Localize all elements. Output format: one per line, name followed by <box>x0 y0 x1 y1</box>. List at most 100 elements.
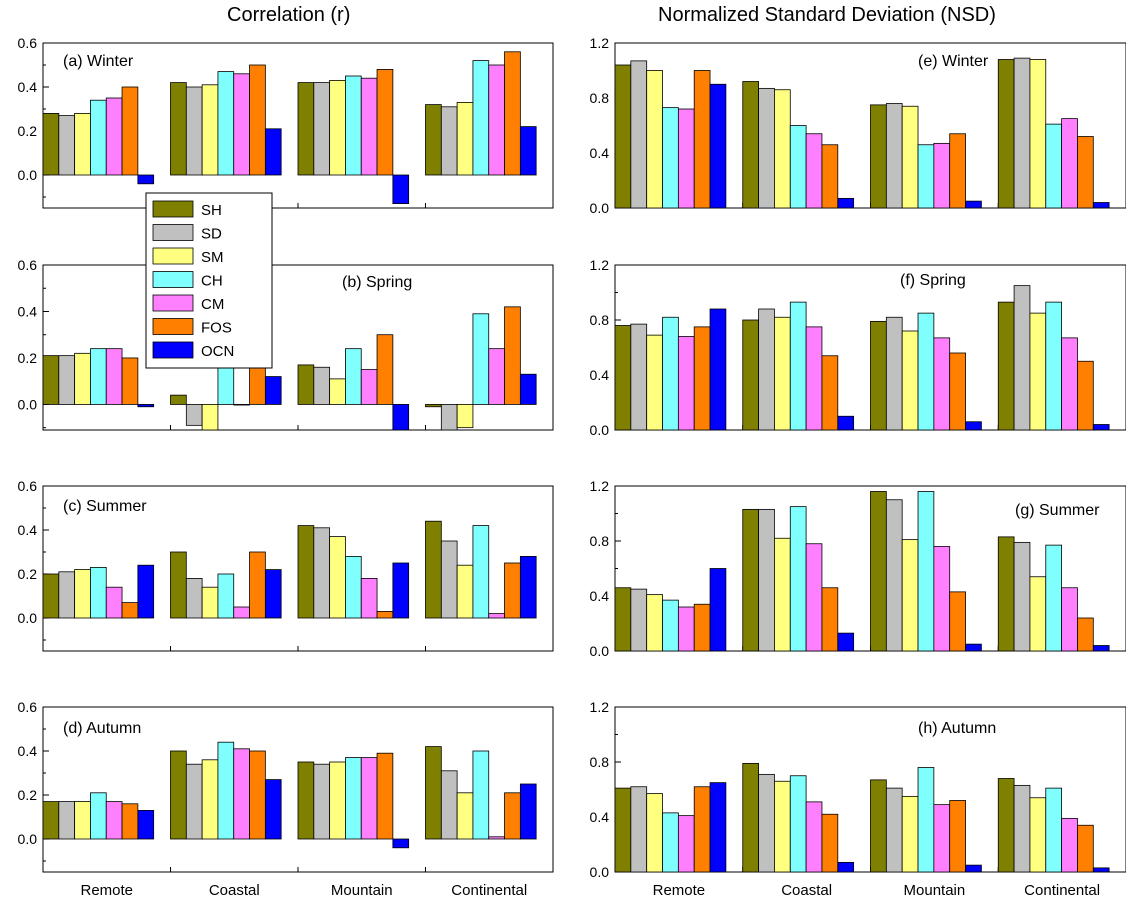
bar-sm <box>901 795 919 873</box>
bar-sh <box>870 104 887 209</box>
bar-sm <box>646 594 663 652</box>
bar-sh <box>614 64 632 209</box>
bar-sm <box>774 537 791 652</box>
bar-sm <box>774 780 791 873</box>
bar-ocn <box>709 83 727 209</box>
bar-fos <box>504 792 521 840</box>
y-tick-label: 0.8 <box>590 90 610 106</box>
panel-label: (e) Winter <box>918 53 989 70</box>
chart-panel: 0.0 0.4 0.8 1.2 (h) Autumn Remote Coastal Mount… <box>590 699 1126 899</box>
legend-swatch-cm <box>152 294 194 312</box>
bar-sd <box>313 527 331 619</box>
bar-ocn <box>1092 202 1110 209</box>
y-tick-label: 0.4 <box>590 809 610 825</box>
bar-sm <box>456 102 474 176</box>
bar-sh <box>297 525 315 619</box>
bar-fos <box>949 591 966 652</box>
y-tick-label: 0.6 <box>18 699 38 715</box>
bar-fos <box>1077 824 1094 873</box>
bar-ocn <box>392 838 410 849</box>
bar-sh <box>870 779 887 873</box>
bar-ocn <box>837 197 855 209</box>
bar-sd <box>313 366 331 405</box>
bar-sm <box>456 792 474 840</box>
bar-sm <box>1029 312 1047 431</box>
bar-fos <box>1077 360 1094 431</box>
x-category-label: Continental <box>1024 882 1100 899</box>
bar-ch <box>789 775 807 873</box>
bar-sd <box>185 763 203 840</box>
bar-fos <box>693 326 711 431</box>
y-tick-label: 0.2 <box>18 350 38 366</box>
bar-ocn <box>264 779 282 840</box>
bar-ocn <box>392 562 410 619</box>
panel-label: (a) Winter <box>63 53 134 70</box>
bar-fos <box>249 551 266 619</box>
bar-sm <box>201 404 219 431</box>
y-tick-label: 0.2 <box>18 787 38 803</box>
bar-ch <box>662 107 679 209</box>
bar-sd <box>185 578 203 619</box>
y-tick-label: 0.4 <box>590 588 610 604</box>
bar-ocn <box>709 308 727 431</box>
bar-sh <box>614 587 632 652</box>
bar-cm <box>1061 587 1078 652</box>
bar-sd <box>58 571 76 619</box>
bar-sm <box>646 334 663 431</box>
legend-label-sm: SM <box>201 249 224 266</box>
bar-ch <box>662 316 679 431</box>
legend-label-ocn: OCN <box>201 343 234 360</box>
legend-swatch-ocn <box>152 341 194 359</box>
bar-ch <box>917 312 935 431</box>
x-category-label: Continental <box>451 882 527 899</box>
panel-label: (c) Summer <box>63 498 147 515</box>
bar-cm <box>360 369 378 405</box>
chart-panel: 0.0 0.2 0.4 0.6 (b) Spring <box>18 257 554 431</box>
legend-label-ch: CH <box>201 273 223 290</box>
x-category-label: Mountain <box>904 882 966 899</box>
bar-sd <box>885 103 903 209</box>
legend-label-fos: FOS <box>201 320 232 337</box>
bar-sm <box>329 80 346 176</box>
bar-sm <box>201 759 219 840</box>
bar-sh <box>42 573 60 619</box>
chart-panel: 0.0 0.4 0.8 1.2 (f) Spring <box>590 257 1126 438</box>
bar-sh <box>170 82 187 176</box>
bar-ocn <box>965 200 982 209</box>
y-tick-label: 0.4 <box>18 522 38 538</box>
bar-sm <box>1029 797 1047 873</box>
bar-cm <box>805 133 823 209</box>
bar-ch <box>472 750 490 840</box>
y-tick-label: 0.0 <box>590 643 610 659</box>
x-category-label: Coastal <box>781 882 832 899</box>
bar-sh <box>742 508 759 652</box>
bar-cm <box>677 815 695 873</box>
legend-label-sd: SD <box>201 226 222 243</box>
bar-cm <box>360 578 378 619</box>
bar-sh <box>742 81 759 209</box>
y-tick-label: 0.4 <box>590 145 610 161</box>
bar-ch <box>789 506 807 652</box>
bar-fos <box>121 803 139 840</box>
panel-label: (f) Spring <box>900 272 966 289</box>
bar-ch <box>1045 787 1063 873</box>
panel-label: (g) Summer <box>1015 502 1100 519</box>
bar-sd <box>630 60 648 209</box>
bar-sd <box>440 540 458 619</box>
panel-label: (d) Autumn <box>63 720 141 737</box>
bar-sh <box>997 536 1015 652</box>
y-tick-label: 0.0 <box>18 610 38 626</box>
bar-sd <box>758 308 775 431</box>
bar-ch <box>1045 123 1063 209</box>
bar-sm <box>201 84 219 176</box>
bar-sm <box>329 761 346 840</box>
column-title-nsd: Normalized Standard Deviation (NSD) <box>658 4 996 26</box>
bar-ch <box>917 767 935 873</box>
bar-sh <box>742 762 759 873</box>
bar-ocn <box>137 810 155 840</box>
chart-panel: 0.0 0.2 0.4 0.6 (d) Autumn Remote Coastal Mount… <box>18 699 554 899</box>
bar-sd <box>440 404 458 431</box>
bar-sd <box>1013 784 1031 873</box>
bar-cm <box>677 108 695 209</box>
bar-fos <box>1077 136 1094 209</box>
